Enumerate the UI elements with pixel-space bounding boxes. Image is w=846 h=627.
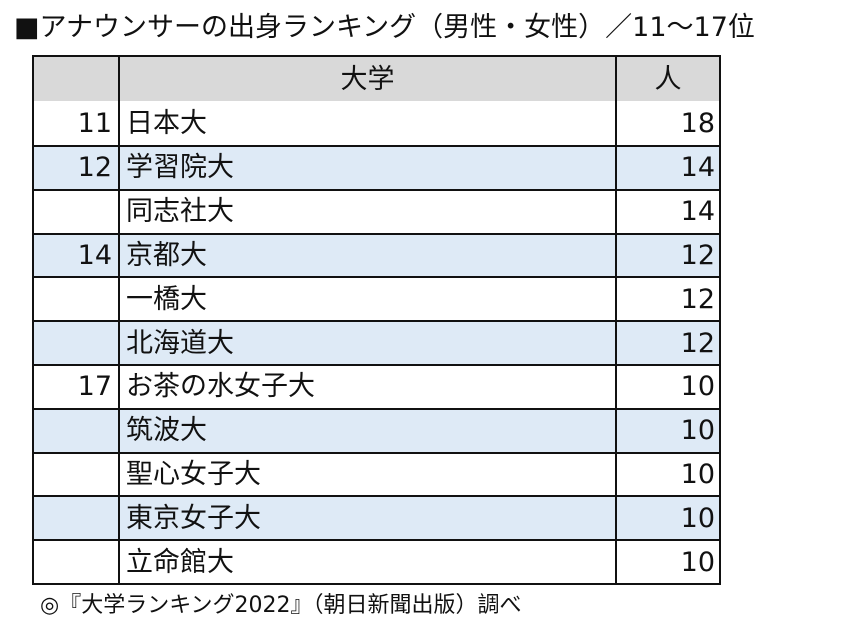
table-row: 17 お茶の水女子大 10 (34, 363, 719, 408)
count-cell: 12 (680, 239, 715, 271)
count-cell: 18 (680, 107, 715, 139)
rank-cell (34, 190, 120, 233)
table-header-row: 大学 人 (34, 57, 719, 101)
count-cell: 12 (680, 327, 715, 359)
table-row: 立命館大 10 (34, 539, 719, 583)
table-body: 11 日本大 18 12 学習院大 14 同志社大 14 14 京都大 12 一橋大 12 北海道大 12 1… (34, 101, 719, 583)
table-row: 北海道大 12 (34, 320, 719, 364)
page-title: ■アナウンサーの出身ランキング（男性・女性）／11〜17位 (14, 12, 755, 43)
count-cell: 10 (680, 458, 715, 490)
table-row: 11 日本大 18 (34, 101, 719, 145)
rank-cell (34, 541, 120, 583)
university-cell: 京都大 (120, 234, 617, 277)
table-row: 一橋大 12 (34, 276, 719, 321)
count-cell: 12 (680, 283, 715, 315)
count-cell: 10 (680, 546, 715, 578)
rank-cell (34, 453, 120, 496)
rank-cell: 11 (34, 101, 120, 145)
rank-cell (34, 322, 120, 364)
rank-cell (34, 278, 120, 321)
ranking-table: 大学 人 11 日本大 18 12 学習院大 14 同志社大 14 14 京都大 12 一橋大 12 北海… (32, 55, 721, 585)
header-rank (34, 57, 120, 101)
university-cell: 東京女子大 (120, 497, 617, 540)
university-cell: 日本大 (120, 101, 617, 145)
table-row: 12 学習院大 14 (34, 145, 719, 189)
university-cell: 学習院大 (120, 147, 617, 189)
university-cell: 筑波大 (120, 409, 617, 452)
university-cell: 北海道大 (120, 322, 617, 364)
table-row: 東京女子大 10 (34, 495, 719, 540)
university-cell: お茶の水女子大 (120, 365, 617, 408)
header-university: 大学 (120, 57, 617, 101)
count-cell: 10 (680, 415, 715, 447)
university-cell: 立命館大 (120, 541, 617, 583)
rank-cell: 12 (34, 147, 120, 189)
rank-cell: 17 (34, 365, 120, 408)
count-cell: 14 (680, 152, 715, 184)
source-note: ◎『大学ランキング2022』（朝日新聞出版）調べ (40, 593, 522, 618)
university-cell: 一橋大 (120, 278, 617, 321)
table-row: 筑波大 10 (34, 407, 719, 452)
university-cell: 同志社大 (120, 190, 617, 233)
table-row: 同志社大 14 (34, 188, 719, 233)
table-row: 14 京都大 12 (34, 232, 719, 277)
rank-cell (34, 497, 120, 540)
rank-cell (34, 409, 120, 452)
count-cell: 10 (680, 371, 715, 403)
count-cell: 10 (680, 502, 715, 534)
count-cell: 14 (680, 196, 715, 228)
university-cell: 聖心女子大 (120, 453, 617, 496)
header-count: 人 (617, 57, 719, 101)
rank-cell: 14 (34, 234, 120, 277)
table-row: 聖心女子大 10 (34, 451, 719, 496)
